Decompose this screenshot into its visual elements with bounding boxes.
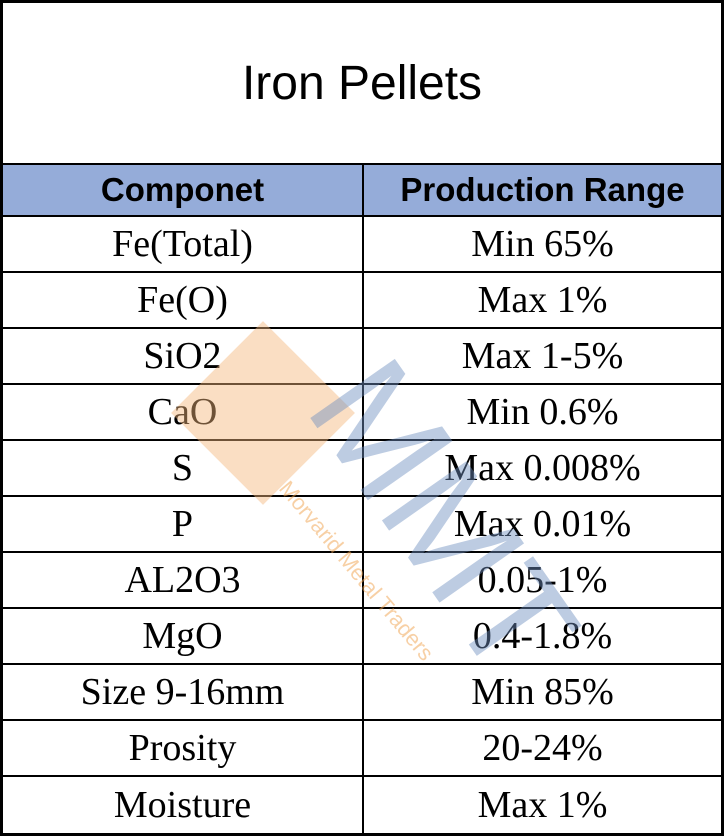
table-cell: Max 1% bbox=[477, 784, 608, 826]
table-cell: Moisture bbox=[3, 777, 364, 833]
header-row: Componet Production Range bbox=[3, 165, 721, 217]
table-row: MgO 0.4-1.8% bbox=[3, 609, 721, 665]
title: Iron Pellets bbox=[3, 3, 721, 165]
table-cell: Min 0.6% bbox=[466, 391, 619, 433]
table-row: Fe(O) Max 1% bbox=[3, 273, 721, 329]
table-row: P Max 0.01% bbox=[3, 497, 721, 553]
table-cell: Fe(Total) bbox=[3, 217, 364, 271]
table-cell: Max 1% bbox=[477, 279, 608, 321]
table-row: CaO Min 0.6% bbox=[3, 385, 721, 441]
table-cell: Min 65% bbox=[471, 223, 614, 265]
table-cell: Size 9-16mm bbox=[3, 665, 364, 719]
table-cell: 0.4-1.8% bbox=[472, 615, 613, 657]
header-cell: Componet bbox=[3, 165, 364, 215]
table-cell: Max 1-5% bbox=[461, 335, 624, 377]
table-cell: 0.05-1% bbox=[477, 559, 608, 601]
table-cell: AL2O3 bbox=[3, 553, 364, 607]
header-cell: Production Range bbox=[400, 171, 685, 208]
table-cell: 20-24% bbox=[482, 727, 603, 769]
table-cell: CaO bbox=[3, 385, 364, 439]
table-cell: SiO2 bbox=[3, 329, 364, 383]
table-cell: S bbox=[3, 441, 364, 495]
table-cell: Max 0.01% bbox=[453, 503, 632, 545]
table-cell: Prosity bbox=[3, 721, 364, 775]
table-cell: Min 85% bbox=[471, 671, 614, 713]
table-row: Fe(Total) Min 65% bbox=[3, 217, 721, 273]
table-cell: P bbox=[3, 497, 364, 551]
table-row: Moisture Max 1% bbox=[3, 777, 721, 833]
table-row: Prosity 20-24% bbox=[3, 721, 721, 777]
table-cell: MgO bbox=[3, 609, 364, 663]
table-row: S Max 0.008% bbox=[3, 441, 721, 497]
table-row: Size 9-16mm Min 85% bbox=[3, 665, 721, 721]
table-cell: Fe(O) bbox=[3, 273, 364, 327]
table-row: AL2O3 0.05-1% bbox=[3, 553, 721, 609]
table-row: SiO2 Max 1-5% bbox=[3, 329, 721, 385]
table-cell: Max 0.008% bbox=[444, 447, 641, 489]
